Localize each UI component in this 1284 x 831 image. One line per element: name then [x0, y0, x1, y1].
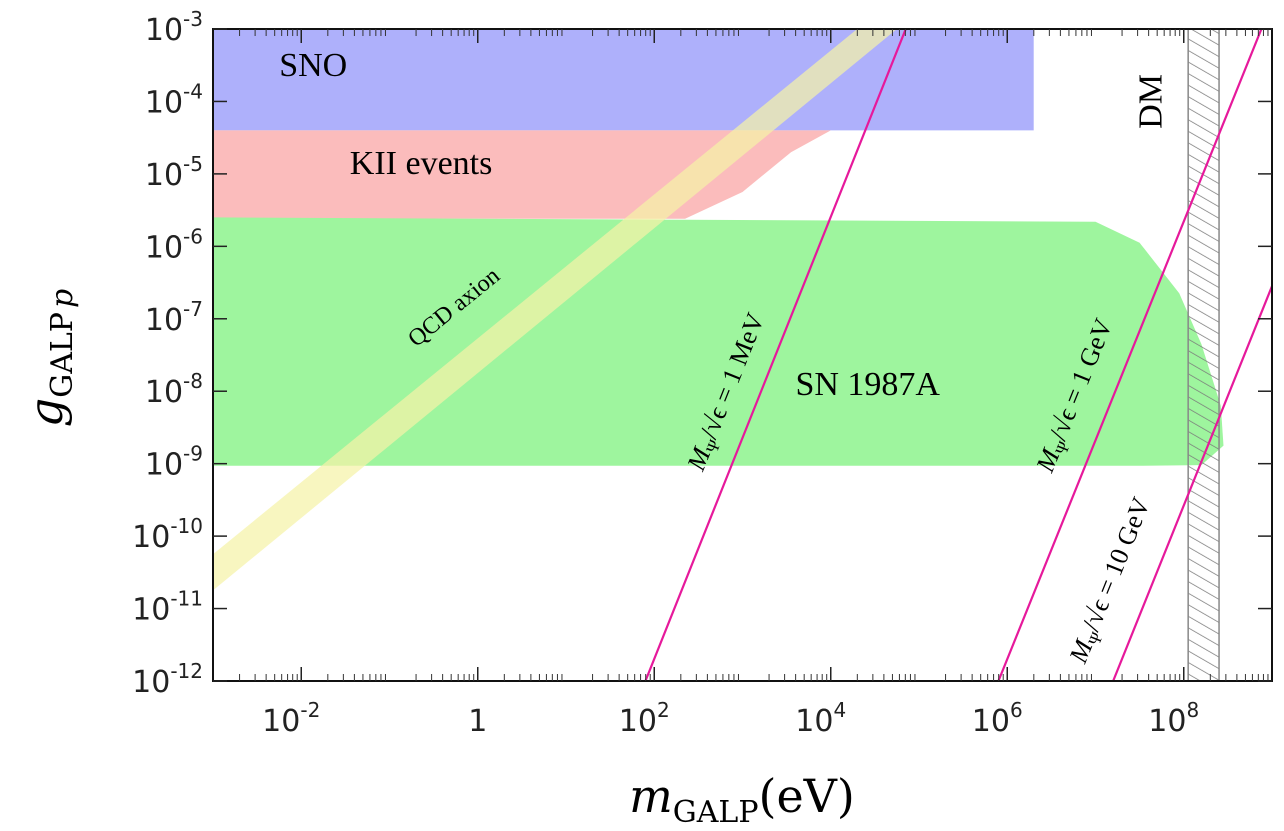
- label-dm: DM: [1133, 74, 1170, 129]
- y-tick-label: 10-4: [145, 79, 203, 120]
- x-tick-label: 10-2: [262, 698, 320, 739]
- region-qcd-axion: [213, 29, 897, 591]
- y-axis-title-sub2: p: [45, 289, 80, 308]
- plot-area: [213, 29, 1272, 681]
- y-axis-title: gGALP p: [19, 289, 80, 427]
- x-tick-label: 108: [1148, 698, 1199, 739]
- label-kii-events: KII events: [350, 145, 493, 182]
- y-tick-label: 10-8: [145, 369, 203, 410]
- line-10-gev: [1112, 285, 1272, 681]
- x-axis-title-sub: GALP: [673, 795, 759, 830]
- x-tick-label: 102: [619, 698, 670, 739]
- x-axis-title-main: m: [629, 769, 673, 823]
- y-tick-label: 10-11: [132, 587, 203, 628]
- x-tick-label: 1: [468, 704, 487, 739]
- y-tick-label: 10-12: [132, 659, 203, 700]
- y-axis-title-main: g: [19, 398, 73, 427]
- ticks: 10-2 1 102 104 106 108 10-3 10-4 10-5 10-6 10-7 10-…: [132, 7, 1272, 739]
- y-tick-label: 10-3: [145, 7, 203, 48]
- line-1-mev: [644, 29, 907, 681]
- y-tick-label: 10-10: [132, 514, 203, 555]
- x-tick-label: 106: [972, 698, 1023, 739]
- x-axis-title: mGALP(eV): [629, 769, 855, 830]
- line-label-10-gev: MΨ/√ϵ = 10 GeV: [1063, 493, 1160, 669]
- y-tick-label: 10-9: [145, 442, 203, 483]
- x-axis-title-unit: (eV): [759, 769, 855, 823]
- plot-frame: [212, 28, 1273, 682]
- y-tick-label: 10-6: [145, 224, 203, 265]
- label-sno: SNO: [279, 47, 347, 84]
- label-sn-1987a: SN 1987A: [795, 366, 940, 403]
- x-tick-label: 104: [795, 698, 846, 739]
- region-dm: [1187, 29, 1220, 681]
- y-axis-title-sub: GALP: [45, 312, 80, 398]
- y-tick-label: 10-5: [145, 152, 203, 193]
- y-tick-label: 10-7: [145, 297, 203, 338]
- region-sn-1987a: [213, 217, 1224, 466]
- line-1-gev: [997, 29, 1263, 681]
